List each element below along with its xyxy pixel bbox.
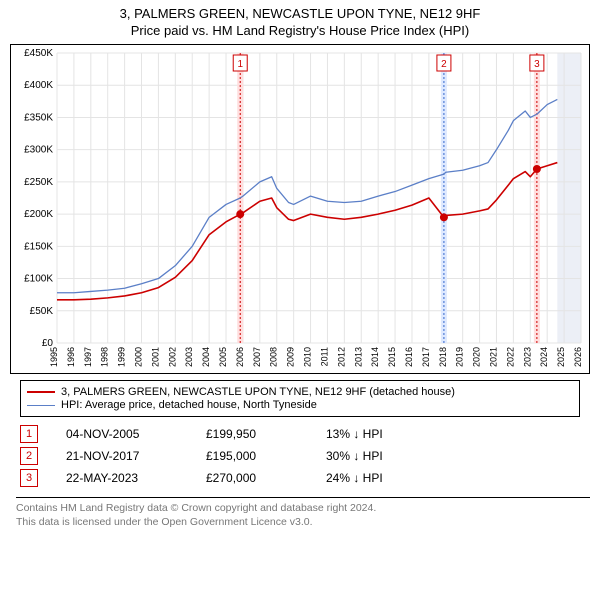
svg-text:2026: 2026	[573, 347, 583, 367]
svg-text:£150K: £150K	[24, 241, 53, 252]
svg-text:2022: 2022	[505, 347, 515, 367]
sales-row: 3 22-MAY-2023£270,00024% ↓ HPI	[20, 469, 590, 487]
title-subtitle: Price paid vs. HM Land Registry's House …	[10, 23, 590, 38]
svg-text:2007: 2007	[252, 347, 262, 367]
svg-text:1996: 1996	[66, 347, 76, 367]
svg-text:3: 3	[534, 59, 540, 70]
sale-date: 04-NOV-2005	[66, 427, 206, 441]
sale-vs-hpi: 24% ↓ HPI	[326, 471, 446, 485]
sale-marker-number: 2	[20, 447, 38, 465]
svg-text:£50K: £50K	[30, 306, 54, 317]
svg-text:2010: 2010	[303, 347, 313, 367]
svg-text:1999: 1999	[117, 347, 127, 367]
legend-row: 3, PALMERS GREEN, NEWCASTLE UPON TYNE, N…	[27, 386, 573, 398]
sales-row: 2 21-NOV-2017£195,00030% ↓ HPI	[20, 447, 590, 465]
svg-text:2017: 2017	[421, 347, 431, 367]
svg-text:2001: 2001	[150, 347, 160, 367]
svg-text:2006: 2006	[235, 347, 245, 367]
sale-marker-number: 3	[20, 469, 38, 487]
legend-row: HPI: Average price, detached house, Nort…	[27, 399, 573, 411]
svg-text:£400K: £400K	[24, 80, 53, 91]
footer-line1: Contains HM Land Registry data © Crown c…	[16, 502, 590, 516]
legend-label: 3, PALMERS GREEN, NEWCASTLE UPON TYNE, N…	[61, 386, 455, 398]
svg-text:2013: 2013	[353, 347, 363, 367]
legend-swatch	[27, 391, 55, 393]
title-block: 3, PALMERS GREEN, NEWCASTLE UPON TYNE, N…	[10, 6, 590, 38]
svg-text:£300K: £300K	[24, 145, 53, 156]
svg-text:2016: 2016	[404, 347, 414, 367]
page-root: 3, PALMERS GREEN, NEWCASTLE UPON TYNE, N…	[0, 0, 600, 535]
title-address: 3, PALMERS GREEN, NEWCASTLE UPON TYNE, N…	[10, 6, 590, 21]
svg-text:1995: 1995	[49, 347, 59, 367]
svg-text:2014: 2014	[370, 347, 380, 367]
chart-container: £0£50K£100K£150K£200K£250K£300K£350K£400…	[10, 44, 590, 374]
sale-marker-number: 1	[20, 425, 38, 443]
footer-line2: This data is licensed under the Open Gov…	[16, 516, 590, 530]
sales-table: 1 04-NOV-2005£199,95013% ↓ HPI 2 21-NOV-201…	[20, 425, 590, 487]
sales-row: 1 04-NOV-2005£199,95013% ↓ HPI	[20, 425, 590, 443]
svg-text:2005: 2005	[218, 347, 228, 367]
sale-date: 22-MAY-2023	[66, 471, 206, 485]
sale-price: £270,000	[206, 471, 326, 485]
sale-vs-hpi: 13% ↓ HPI	[326, 427, 446, 441]
svg-text:£100K: £100K	[24, 274, 53, 285]
svg-text:2019: 2019	[455, 347, 465, 367]
svg-text:2018: 2018	[438, 347, 448, 367]
svg-text:2023: 2023	[522, 347, 532, 367]
svg-text:£200K: £200K	[24, 209, 53, 220]
svg-text:1: 1	[237, 59, 243, 70]
svg-text:2020: 2020	[472, 347, 482, 367]
svg-text:£450K: £450K	[24, 48, 53, 59]
legend-label: HPI: Average price, detached house, Nort…	[61, 399, 317, 411]
svg-text:2004: 2004	[201, 347, 211, 367]
svg-text:2012: 2012	[336, 347, 346, 367]
legend: 3, PALMERS GREEN, NEWCASTLE UPON TYNE, N…	[20, 380, 580, 417]
svg-text:£350K: £350K	[24, 112, 53, 123]
svg-text:£250K: £250K	[24, 177, 53, 188]
svg-text:2000: 2000	[134, 347, 144, 367]
sale-price: £195,000	[206, 449, 326, 463]
svg-text:2002: 2002	[167, 347, 177, 367]
footer-attribution: Contains HM Land Registry data © Crown c…	[16, 497, 590, 529]
price-chart: £0£50K£100K£150K£200K£250K£300K£350K£400…	[11, 45, 589, 373]
svg-text:1997: 1997	[83, 347, 93, 367]
sale-date: 21-NOV-2017	[66, 449, 206, 463]
svg-text:2025: 2025	[556, 347, 566, 367]
svg-text:2009: 2009	[286, 347, 296, 367]
legend-swatch	[27, 405, 55, 406]
sale-vs-hpi: 30% ↓ HPI	[326, 449, 446, 463]
svg-text:2021: 2021	[488, 347, 498, 367]
svg-text:2: 2	[441, 59, 447, 70]
svg-text:2024: 2024	[539, 347, 549, 367]
svg-text:2003: 2003	[184, 347, 194, 367]
svg-text:2011: 2011	[319, 347, 329, 366]
svg-text:1998: 1998	[100, 347, 110, 367]
sale-price: £199,950	[206, 427, 326, 441]
svg-text:2015: 2015	[387, 347, 397, 367]
svg-text:2008: 2008	[269, 347, 279, 367]
